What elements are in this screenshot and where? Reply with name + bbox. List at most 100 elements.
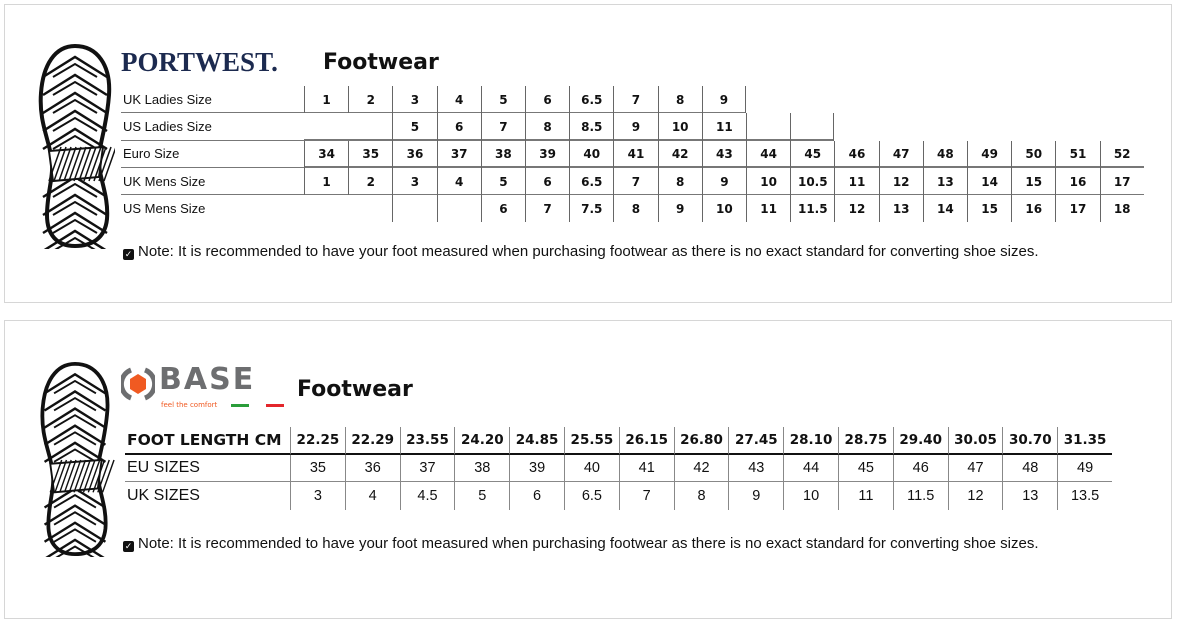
- size-cell: 36: [344, 454, 400, 482]
- size-cell: 13.5: [1057, 482, 1112, 510]
- size-cell: 8: [525, 113, 569, 141]
- size-cell: 40: [569, 140, 613, 168]
- italy-green-bar: [231, 404, 249, 407]
- size-cell: 49: [967, 140, 1011, 168]
- size-cell: 7: [525, 195, 569, 223]
- row-label: Euro Size: [121, 141, 304, 168]
- row-label: UK SIZES: [127, 486, 200, 504]
- size-cell: 7: [618, 482, 674, 510]
- foot-length-cell: 23.55: [399, 427, 455, 455]
- size-cell: 15: [1011, 167, 1055, 196]
- size-cell: 37: [436, 140, 481, 168]
- foot-length-cell: 24.20: [454, 427, 510, 455]
- row-label: UK Ladies Size: [121, 86, 304, 114]
- size-cell: 12: [878, 167, 923, 196]
- row-label: FOOT LENGTH CM: [125, 427, 290, 455]
- base-tagline: feel the comfort: [161, 401, 218, 409]
- row-label: UK Mens Size: [121, 168, 304, 196]
- row-label: US Mens Size: [123, 201, 206, 217]
- size-cell: 4: [436, 167, 481, 196]
- size-cell: 10: [701, 195, 746, 223]
- foot-length-cell: 26.15: [618, 427, 674, 455]
- size-cell: 4: [344, 482, 400, 510]
- foot-length-cell: 24.85: [509, 427, 564, 455]
- size-cell: 5: [480, 167, 525, 196]
- foot-length-cell: 30.70: [1002, 427, 1058, 455]
- base-brand-text: BASE: [159, 362, 256, 397]
- size-cell: 46: [834, 140, 878, 168]
- size-cell: 43: [728, 454, 784, 482]
- size-cell: 11: [746, 195, 790, 223]
- size-cell: 47: [947, 454, 1003, 482]
- size-cell: [790, 113, 835, 141]
- base-title: Footwear: [297, 377, 413, 402]
- size-cell: 2: [348, 167, 392, 196]
- checkbox-note-icon: ✓: [123, 541, 134, 552]
- size-cell: 6: [436, 113, 481, 141]
- size-cell: [746, 113, 790, 141]
- size-cell: 10.5: [790, 167, 834, 196]
- size-cell: 17: [1099, 167, 1144, 196]
- size-cell: 18: [1099, 195, 1144, 223]
- foot-length-cell: 22.29: [344, 427, 400, 455]
- size-cell: 10: [783, 482, 838, 510]
- size-cell: 3: [290, 482, 345, 510]
- size-cell: 7: [480, 113, 525, 141]
- size-cell: 11.5: [892, 482, 948, 510]
- size-cell: 6: [525, 167, 569, 196]
- checkbox-note-icon: ✓: [123, 249, 134, 260]
- size-cell: 9: [701, 86, 746, 114]
- size-cell: [392, 195, 436, 223]
- foot-length-cell: 22.25: [290, 427, 345, 455]
- size-cell: 10: [746, 167, 790, 196]
- portwest-panel: PORTWEST. Footwear UK Ladies Size 1 2 3 4 5 6 6…: [4, 4, 1172, 303]
- size-cell: 37: [399, 454, 455, 482]
- size-cell: 48: [922, 140, 967, 168]
- size-cell: 1: [304, 86, 348, 114]
- row-label: US Ladies Size: [121, 113, 304, 141]
- size-cell: 15: [967, 195, 1011, 223]
- portwest-note: ✓ Note: It is recommended to have your fo…: [123, 243, 1038, 260]
- size-cell: 13: [922, 167, 967, 196]
- row-divider: [304, 166, 1144, 168]
- size-cell: 12: [834, 195, 878, 223]
- size-cell: 49: [1057, 454, 1112, 482]
- size-cell: 8: [613, 195, 657, 223]
- size-cell: 42: [657, 140, 702, 168]
- shoe-sole-icon: [40, 361, 115, 557]
- size-cell: 7.5: [569, 195, 613, 223]
- size-cell: 9: [701, 167, 746, 196]
- foot-length-cell: 26.80: [673, 427, 729, 455]
- size-cell: 52: [1099, 140, 1144, 168]
- size-cell: 9: [657, 195, 702, 223]
- size-cell: 8: [657, 167, 702, 196]
- size-cell: 9: [728, 482, 783, 510]
- size-cell: 13: [1002, 482, 1057, 510]
- size-cell: [304, 113, 348, 140]
- size-cell: 17: [1055, 195, 1099, 223]
- size-cell: 36: [392, 140, 436, 168]
- size-cell: 41: [618, 454, 674, 482]
- size-cell: 8.5: [569, 113, 613, 141]
- size-cell: 6: [509, 482, 564, 510]
- size-cell: 4.5: [399, 482, 455, 510]
- row-divider: [304, 193, 1144, 196]
- size-cell: 6.5: [569, 167, 613, 196]
- size-cell: 6.5: [569, 86, 613, 114]
- size-cell: 16: [1011, 195, 1055, 223]
- size-cell: 42: [673, 454, 729, 482]
- size-cell: 11: [701, 113, 746, 141]
- foot-length-cell: 28.75: [838, 427, 893, 455]
- size-cell: 43: [701, 140, 746, 168]
- base-panel: BASE feel the comfort Footwear FOOT LENG…: [4, 320, 1172, 619]
- foot-length-cell: 27.45: [728, 427, 784, 455]
- size-cell: 6: [480, 195, 525, 223]
- note-text: Note: It is recommended to have your foo…: [138, 243, 1039, 260]
- base-logo: BASE feel the comfort: [121, 363, 286, 413]
- size-cell: 12: [947, 482, 1003, 510]
- size-cell: 5: [392, 113, 436, 141]
- size-cell: 38: [454, 454, 510, 482]
- size-cell: 45: [838, 454, 893, 482]
- size-cell: 48: [1002, 454, 1058, 482]
- size-cell: 44: [746, 140, 790, 168]
